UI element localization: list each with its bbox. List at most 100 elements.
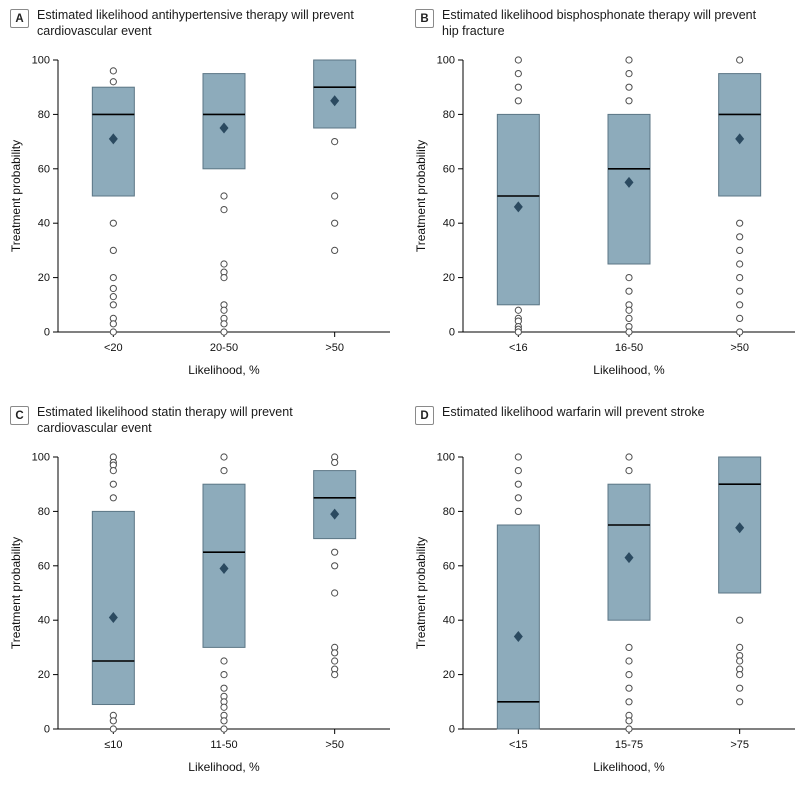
outlier-point [109, 67, 117, 75]
outlier-point [331, 246, 339, 254]
outlier-point [514, 453, 522, 461]
outlier-point [109, 246, 117, 254]
x-axis-label: Likelihood, % [593, 760, 665, 774]
y-tick-label: 80 [443, 109, 455, 121]
outlier-point [109, 725, 117, 733]
outlier-point [109, 717, 117, 725]
y-tick-label: 20 [38, 669, 50, 681]
outlier-point [331, 192, 339, 200]
y-tick-label: 60 [38, 560, 50, 572]
panel-A: A Estimated likelihood antihypertensive … [0, 0, 405, 397]
x-tick-label: 11-50 [210, 739, 237, 751]
outlier-point [625, 717, 633, 725]
outlier-point [625, 287, 633, 295]
outlier-point [220, 703, 228, 711]
outlier-point [220, 453, 228, 461]
outlier-point [109, 293, 117, 301]
outlier-point [736, 698, 744, 706]
outlier-point [625, 328, 633, 336]
x-tick-label: 20-50 [210, 342, 238, 354]
outlier-point [625, 70, 633, 78]
outlier-point [220, 260, 228, 268]
outlier-point [220, 725, 228, 733]
box [202, 73, 246, 170]
y-tick-label: 20 [443, 272, 455, 284]
y-tick-label: 40 [38, 218, 50, 230]
box [91, 510, 135, 706]
outlier-point [625, 314, 633, 322]
outlier-point [514, 507, 522, 516]
outlier-point [331, 138, 339, 146]
outlier-point [736, 274, 744, 282]
x-tick-label: 16-50 [615, 342, 643, 354]
outlier-point [514, 494, 522, 502]
outlier-point [625, 274, 633, 282]
outlier-point [514, 328, 522, 336]
outlier-point [625, 643, 633, 651]
outlier-point [331, 649, 339, 657]
outlier-point [736, 233, 744, 241]
y-tick-label: 100 [437, 452, 455, 464]
mean-diamond [624, 176, 634, 188]
outlier-point [625, 671, 633, 679]
panel-B-title: Estimated likelihood bisphosphonate ther… [442, 8, 757, 38]
outlier-point [220, 657, 228, 665]
panel-D-letter: D [415, 406, 434, 425]
outlier-point [109, 78, 117, 86]
outlier-point [331, 589, 339, 597]
box [607, 113, 651, 265]
outlier-point [625, 97, 633, 105]
y-axis-label: Treatment probability [414, 537, 428, 649]
y-tick-label: 40 [443, 615, 455, 627]
panel-D: D Estimated likelihood warfarin will pre… [405, 397, 810, 795]
outlier-point [625, 725, 633, 733]
x-tick-label: <16 [509, 342, 528, 354]
panel-B-header: B Estimated likelihood bisphosphonate th… [415, 8, 806, 42]
outlier-point [736, 246, 744, 254]
outlier-point [625, 467, 633, 475]
outlier-point [514, 83, 522, 91]
outlier-point [514, 97, 522, 105]
outlier-point [736, 56, 744, 64]
y-tick-label: 0 [449, 724, 455, 736]
mean-diamond [735, 133, 745, 145]
outlier-point [109, 480, 117, 488]
panel-D-plot: 0 20 40 60 80 100 <15 15-75 >75 Likelihood, % Trea… [414, 452, 795, 774]
outlier-point [514, 70, 522, 78]
outlier-point [220, 206, 228, 214]
outlier-point [220, 306, 228, 314]
mean-diamond [513, 631, 523, 643]
y-tick-label: 20 [38, 272, 50, 284]
y-tick-label: 0 [449, 327, 455, 339]
box [496, 524, 540, 730]
mean-diamond [330, 95, 340, 107]
panel-C-header: C Estimated likelihood statin therapy wi… [10, 405, 401, 439]
panel-B-letter: B [415, 9, 434, 28]
outlier-point [220, 717, 228, 725]
outlier-point [331, 657, 339, 665]
y-tick-label: 60 [443, 560, 455, 572]
panel-C: C Estimated likelihood statin therapy wi… [0, 397, 405, 795]
outlier-point [220, 192, 228, 200]
outlier-point [736, 657, 744, 665]
outlier-point [736, 287, 744, 295]
outlier-point [736, 328, 744, 336]
panel-D-header: D Estimated likelihood warfarin will pre… [415, 405, 806, 439]
y-tick-label: 20 [443, 669, 455, 681]
outlier-point [220, 671, 228, 679]
panel-B-plot: 0 20 40 60 80 100 <16 16-50 >50 Likelihood, % Trea… [414, 55, 795, 377]
outlier-point [736, 671, 744, 679]
outlier-point [514, 480, 522, 488]
y-tick-label: 100 [32, 55, 50, 67]
outlier-point [736, 643, 744, 651]
outlier-point [109, 274, 117, 282]
x-axis-label: Likelihood, % [188, 363, 260, 377]
x-axis-label: Likelihood, % [593, 363, 665, 377]
y-tick-label: 100 [32, 452, 50, 464]
y-tick-label: 40 [443, 218, 455, 230]
panel-A-plot: 0 20 40 60 80 100 <20 20-50 >50 Likelihood, % Trea… [9, 55, 390, 377]
outlier-point [109, 284, 117, 293]
mean-diamond [735, 522, 745, 534]
box [313, 470, 357, 540]
